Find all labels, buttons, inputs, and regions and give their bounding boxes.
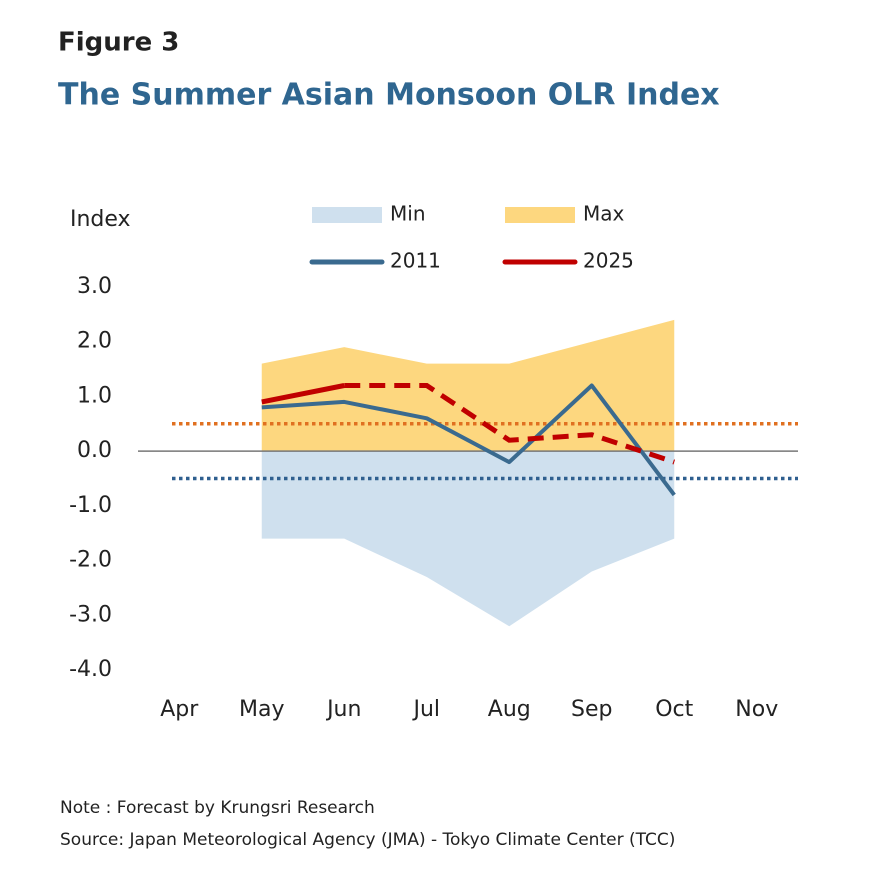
y-tick-label: 3.0	[77, 274, 112, 299]
note: Note : Forecast by Krungsri Research	[60, 798, 375, 818]
x-tick-label: Jul	[411, 697, 440, 722]
x-tick-label: May	[239, 697, 284, 722]
x-tick-label: Oct	[655, 697, 693, 722]
legend-label: 2011	[390, 249, 441, 273]
area	[261, 319, 675, 452]
y-tick-label: 0.0	[77, 438, 112, 463]
legend-label: Max	[583, 202, 625, 226]
y-axis-label: Index	[70, 207, 131, 232]
y-tick-label: -2.0	[69, 548, 112, 573]
line	[261, 383, 676, 497]
area	[261, 451, 675, 627]
legend-swatch	[312, 207, 382, 223]
y-tick-label: -4.0	[69, 657, 112, 682]
figure-label: Figure 3	[58, 28, 179, 58]
legend-label: 2025	[583, 249, 634, 273]
legend-label: Min	[390, 202, 426, 226]
legend-swatch	[505, 207, 575, 223]
y-tick-label: -3.0	[69, 602, 112, 627]
y-tick-label: 1.0	[77, 383, 112, 408]
y-tick-label: 2.0	[77, 329, 112, 354]
x-tick-label: Jun	[325, 697, 361, 722]
x-tick-label: Sep	[571, 697, 612, 722]
chart-title: The Summer Asian Monsoon OLR Index	[58, 78, 720, 113]
x-tick-label: Apr	[160, 697, 199, 722]
x-tick-label: Aug	[488, 697, 531, 722]
line-forecast	[344, 382, 676, 465]
source: Source: Japan Meteorological Agency (JMA…	[60, 830, 675, 850]
y-tick-label: -1.0	[69, 493, 112, 518]
x-tick-label: Nov	[735, 697, 778, 722]
line	[261, 383, 345, 405]
